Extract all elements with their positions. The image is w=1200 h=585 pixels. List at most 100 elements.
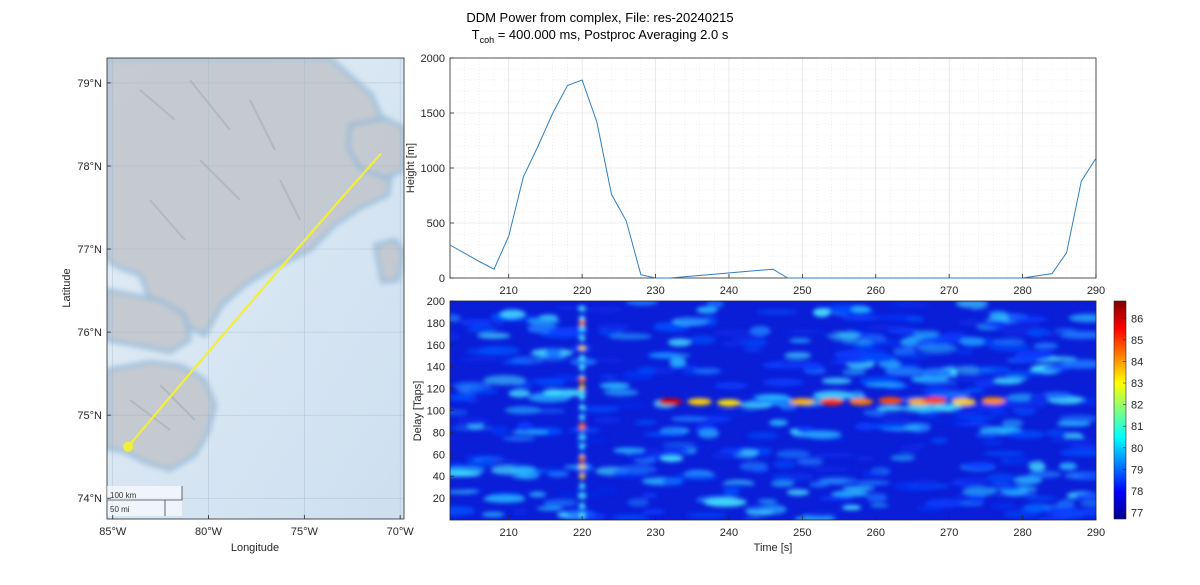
heatmap-cell: [790, 398, 815, 406]
heatmap-y-tick-label: 100: [427, 406, 445, 418]
heatmap-cell: [625, 452, 652, 460]
heatmap-cell: [757, 499, 778, 504]
heatmap-cell: [579, 492, 586, 499]
heatmap-y-tick-label: 40: [433, 471, 445, 483]
heatmap-cell: [872, 415, 912, 420]
heatmap-cell: [848, 391, 866, 401]
heatmap-cell: [543, 499, 578, 507]
scale-km-label: 100 km: [110, 491, 137, 500]
heatmap-cell: [464, 454, 504, 460]
heatmap-cell: [913, 330, 940, 337]
heatmap-x-tick-label: 250: [793, 527, 811, 539]
heatmap-cell: [957, 318, 986, 327]
heatmap-cell: [516, 421, 533, 432]
heatmap-cell: [687, 398, 712, 406]
heatmap-cell: [813, 307, 831, 317]
heatmap-cell: [593, 416, 622, 425]
colorbar-tick-label: 78: [1131, 486, 1143, 498]
heatmap-cell: [723, 486, 740, 497]
heatmap-cell: [967, 494, 986, 503]
figure-title: DDM Power from complex, File: res-202402…: [466, 10, 733, 25]
heatmap-cell: [1013, 475, 1043, 485]
heatmap-cell: [1049, 437, 1093, 444]
map-y-tick-label: 78°N: [77, 161, 102, 173]
map-x-tick-label: 70°W: [387, 526, 415, 538]
heatmap-cell: [819, 398, 844, 406]
heatmap-cell: [637, 366, 656, 375]
height-x-tick-label: 290: [1087, 285, 1105, 297]
heatmap-cell: [993, 338, 1025, 346]
heatmap-cell: [769, 419, 788, 427]
heatmap-x-tick-label: 290: [1087, 527, 1105, 539]
heatmap-cell: [455, 416, 490, 426]
heatmap-cell: [627, 498, 649, 507]
map-x-label: Longitude: [231, 542, 279, 554]
heatmap-cell: [869, 423, 907, 430]
heatmap-cell: [739, 461, 769, 472]
heatmap-cell: [851, 305, 871, 313]
map-x-ticks: 85°W 80°W 75°W 70°W: [99, 515, 414, 538]
heatmap-cell: [787, 471, 815, 481]
heatmap-cell: [1005, 370, 1045, 377]
heatmap-cell: [924, 498, 966, 508]
heatmap-cell: [458, 356, 503, 362]
heatmap-cell: [962, 486, 998, 496]
heatmap-cell: [989, 310, 1009, 320]
colorbar-tick-label: 86: [1131, 313, 1143, 325]
height-y-tick-label: 1500: [421, 108, 445, 120]
heatmap-cell: [696, 306, 718, 314]
heatmap-cell: [1059, 448, 1096, 457]
heatmap-cell: [914, 352, 954, 357]
heatmap-cell: [812, 452, 856, 459]
heatmap-cell: [554, 305, 586, 311]
heatmap-y-tick-label: 20: [433, 493, 445, 505]
height-y-tick-label: 0: [439, 273, 445, 285]
heatmap-cell: [634, 420, 657, 425]
heatmap-cell: [884, 366, 925, 377]
scale-mi-label: 50 mi: [110, 505, 130, 514]
heatmap-cell: [789, 338, 811, 343]
heatmap-cell: [508, 389, 531, 398]
heatmap-cell: [610, 401, 647, 410]
heatmap-cell: [922, 387, 949, 396]
heatmap-cell: [450, 506, 476, 516]
heatmap-x-label: Time [s]: [754, 542, 793, 554]
height-x-tick-label: 240: [720, 285, 738, 297]
heatmap-cell: [842, 485, 875, 491]
heatmap-x-tick-label: 240: [720, 527, 738, 539]
heatmap-cell: [667, 338, 692, 347]
heatmap-cell: [568, 428, 601, 433]
heatmap-cell: [612, 514, 649, 520]
heatmap-cell: [756, 309, 799, 315]
heatmap-cell: [976, 365, 1011, 375]
heatmap-cell: [579, 394, 586, 401]
heatmap-y-label: Delay [Taps]: [412, 381, 424, 442]
heatmap-cell: [579, 483, 586, 490]
heatmap-cell: [613, 447, 645, 454]
colorbar-tick-label: 85: [1131, 335, 1143, 347]
heatmap-cell: [922, 397, 947, 405]
heatmap-cell: [697, 428, 720, 439]
map-x-tick-label: 85°W: [99, 526, 127, 538]
heatmap-cell: [1074, 492, 1096, 501]
heatmap-cell: [511, 429, 549, 435]
heatmap-cell: [927, 419, 967, 424]
heatmap-cell: [1028, 461, 1046, 472]
heatmap-cell: [579, 354, 586, 361]
heatmap-cell: [579, 384, 586, 391]
heatmap-cell: [510, 356, 545, 365]
heatmap-cell: [878, 397, 903, 405]
heatmap-y-tick-label: 80: [433, 427, 445, 439]
heatmap-cell: [675, 317, 713, 324]
heatmap-cell: [920, 367, 953, 378]
heatmap-cell: [579, 512, 586, 519]
heatmap-cell: [740, 448, 759, 456]
heatmap-cell: [802, 511, 840, 518]
heatmap-cell: [782, 329, 825, 334]
heatmap-cell: [595, 485, 619, 495]
heatmap-cell: [747, 432, 779, 439]
heatmap-cell: [450, 314, 461, 323]
heatmap-cell: [865, 383, 906, 388]
heatmap-x-tick-label: 260: [867, 527, 885, 539]
heatmap-cell: [670, 416, 708, 422]
